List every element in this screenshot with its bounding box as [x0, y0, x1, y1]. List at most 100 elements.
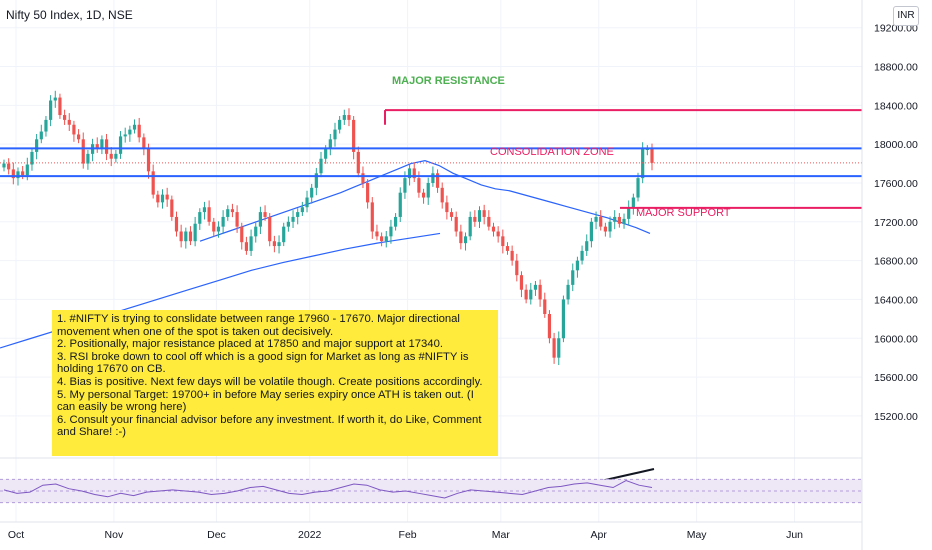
note-line: 6. Consult your financial advisor before…	[57, 413, 482, 439]
candle-body	[16, 171, 20, 179]
candle-body	[118, 136, 123, 154]
price-tick-label: 18800.00	[874, 62, 918, 74]
candle-body	[557, 338, 561, 358]
candle	[198, 208, 202, 230]
candle-body	[151, 171, 155, 195]
candle-body	[300, 207, 304, 213]
candle	[212, 217, 216, 237]
candle-body	[310, 187, 314, 198]
candle	[314, 167, 318, 196]
candle-body	[258, 212, 263, 227]
candle	[529, 282, 533, 305]
candle	[445, 195, 449, 220]
candle-body	[589, 221, 593, 242]
candle	[510, 245, 514, 266]
candle	[160, 189, 165, 209]
candle-body	[39, 131, 43, 140]
candle-body	[226, 209, 230, 217]
candle-body	[230, 209, 235, 213]
candle-body	[477, 210, 482, 222]
candle-body	[641, 149, 645, 179]
price-axis[interactable]: 19200.00 18800.00 18400.00 18000.00 17600.00…	[861, 0, 932, 550]
candle	[580, 245, 584, 265]
candle	[76, 129, 81, 144]
candle	[561, 295, 566, 343]
candle-body	[165, 194, 169, 200]
candle	[35, 133, 39, 160]
candle-body	[174, 216, 179, 232]
candle-body	[44, 119, 48, 132]
candle	[291, 210, 295, 229]
candle	[547, 310, 552, 344]
candle-body	[398, 192, 402, 217]
candle	[132, 119, 137, 134]
candle	[72, 120, 76, 142]
candle-body	[454, 216, 458, 232]
candle-body	[333, 129, 337, 140]
candle-body	[272, 241, 276, 247]
candle	[104, 133, 109, 161]
candle	[333, 122, 337, 147]
candle	[226, 205, 230, 221]
candle-body	[515, 260, 519, 276]
candle-body	[352, 119, 356, 152]
candle	[524, 284, 528, 304]
candle-body	[7, 163, 11, 170]
candle	[594, 211, 598, 230]
candle-body	[11, 169, 15, 179]
candle	[421, 188, 426, 204]
candle-body	[491, 226, 496, 232]
candle	[622, 213, 626, 229]
candle-body	[188, 231, 193, 242]
major-support-label: MAJOR SUPPORT	[636, 207, 731, 219]
candle-body	[53, 97, 57, 101]
candle	[81, 132, 85, 169]
candle	[7, 158, 11, 175]
candle-body	[86, 153, 90, 164]
candle-body	[109, 153, 113, 159]
candle-body	[128, 129, 132, 135]
candle	[617, 213, 621, 228]
time-axis[interactable]: Oct Nov Dec 2022 Feb Mar Apr May Jun	[0, 521, 862, 541]
candle	[496, 226, 500, 243]
candlestick-series	[2, 90, 654, 366]
candle-body	[445, 202, 449, 213]
candle	[272, 235, 276, 253]
candle	[375, 224, 379, 241]
candle	[631, 193, 635, 215]
time-tick-label: Mar	[492, 529, 511, 541]
candle	[263, 205, 267, 221]
candle	[53, 90, 57, 108]
candle	[384, 231, 388, 248]
candle-body	[575, 260, 580, 271]
time-tick-label: 2022	[298, 529, 322, 541]
time-tick-label: Dec	[207, 529, 226, 541]
candle-body	[268, 216, 272, 242]
candle	[146, 143, 151, 179]
candle	[188, 226, 193, 246]
currency-button[interactable]: INR	[893, 6, 919, 26]
candle	[645, 145, 649, 156]
candle	[254, 222, 258, 243]
candle	[571, 263, 575, 292]
candle-body	[202, 207, 207, 213]
candle	[63, 109, 67, 125]
candle	[300, 201, 304, 216]
candle-body	[571, 270, 575, 285]
candle-body	[137, 124, 141, 138]
candle	[491, 222, 496, 237]
candle-body	[361, 173, 365, 183]
candle-body	[435, 173, 440, 188]
candle-body	[95, 144, 99, 150]
candle	[487, 210, 491, 231]
candle-body	[305, 197, 309, 208]
candle-body	[170, 199, 174, 217]
candle-body	[519, 275, 524, 290]
candle-body	[216, 226, 221, 232]
candle	[58, 93, 62, 119]
candle-body	[501, 236, 505, 247]
candle-body	[627, 207, 631, 219]
rsi-band	[0, 479, 862, 503]
candle-body	[338, 119, 342, 130]
candle-body	[608, 221, 612, 232]
